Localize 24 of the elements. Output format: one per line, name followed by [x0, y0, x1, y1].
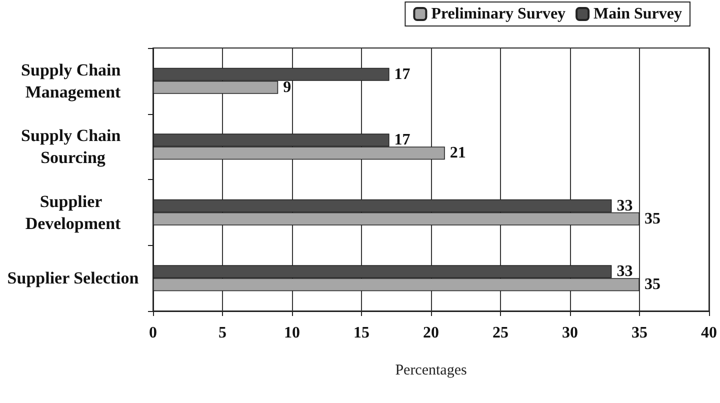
data-label: 35 [644, 210, 660, 228]
x-tick-label: 10 [284, 324, 300, 342]
x-tick-label: 20 [423, 324, 439, 342]
x-tick-label: 35 [632, 324, 648, 342]
legend-label: Preliminary Survey [431, 6, 566, 22]
data-label: 35 [644, 276, 660, 294]
x-tick-label: 15 [354, 324, 370, 342]
y-tick-label: Supply Chain Management [21, 60, 125, 102]
y-tick-label: Supplier Development [25, 192, 122, 233]
x-tick-label: 5 [218, 324, 226, 342]
x-tick-label: 25 [492, 324, 508, 342]
x-tick-label: 0 [149, 324, 157, 342]
data-label: 9 [283, 78, 292, 96]
x-tick-label: 40 [701, 324, 717, 342]
data-label: 17 [394, 132, 410, 149]
data-label: 21 [450, 144, 466, 162]
data-label: 33 [616, 263, 633, 280]
data-label: 33 [616, 197, 633, 214]
y-tick-label: Supplier Selection [7, 268, 140, 288]
x-tick-label: 30 [562, 324, 578, 342]
y-tick-label: Supply Chain Sourcing [21, 126, 125, 168]
x-axis-title: Percentages [395, 362, 467, 378]
data-label: 17 [394, 66, 410, 83]
legend-label: Main Survey [594, 6, 682, 22]
